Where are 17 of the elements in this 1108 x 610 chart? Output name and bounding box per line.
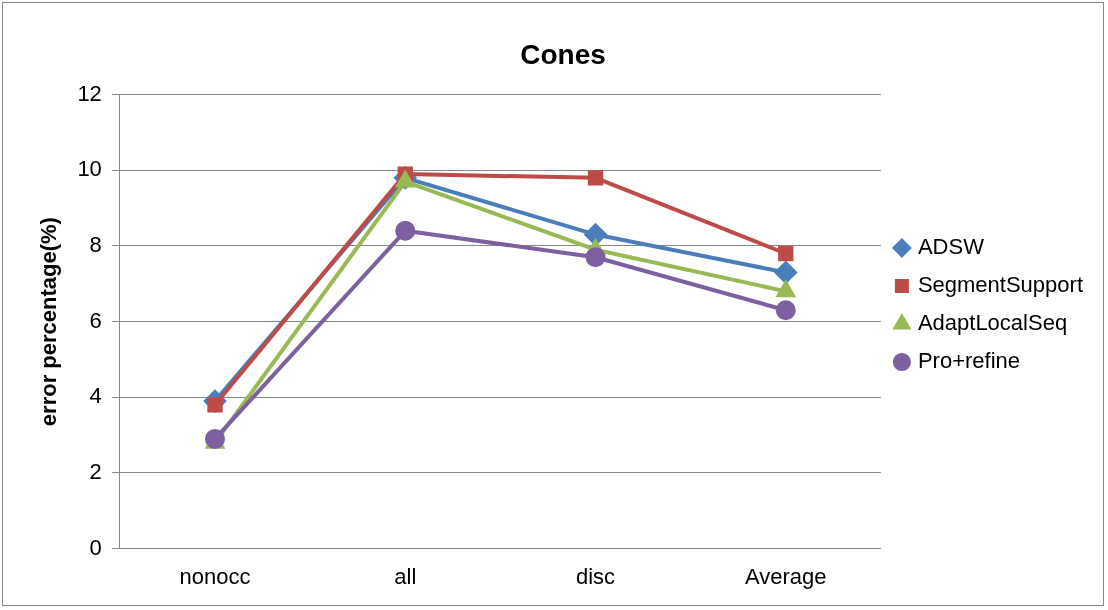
y-tick-label: 6: [89, 307, 102, 333]
x-tick-label: all: [394, 563, 417, 589]
y-tick-label: 2: [89, 459, 102, 484]
legend-label: Pro+refine: [917, 348, 1021, 374]
legend-label: AdaptLocalSeq: [917, 310, 1068, 336]
chart-title: Cones: [520, 38, 606, 70]
y-tick-label: 4: [89, 383, 102, 409]
x-tick-label: disc: [575, 563, 616, 589]
y-tick-label: 0: [89, 534, 102, 560]
y-tick-label: 12: [77, 80, 102, 106]
y-tick-label: 8: [89, 232, 102, 257]
y-axis-title: error percentage(%): [36, 217, 62, 427]
legend-label: SegmentSupport: [917, 272, 1083, 298]
legend-label: ADSW: [917, 234, 985, 260]
y-tick-label: 10: [77, 156, 102, 182]
x-tick-label: Average: [744, 563, 827, 589]
x-tick-label: nonocc: [179, 563, 251, 589]
